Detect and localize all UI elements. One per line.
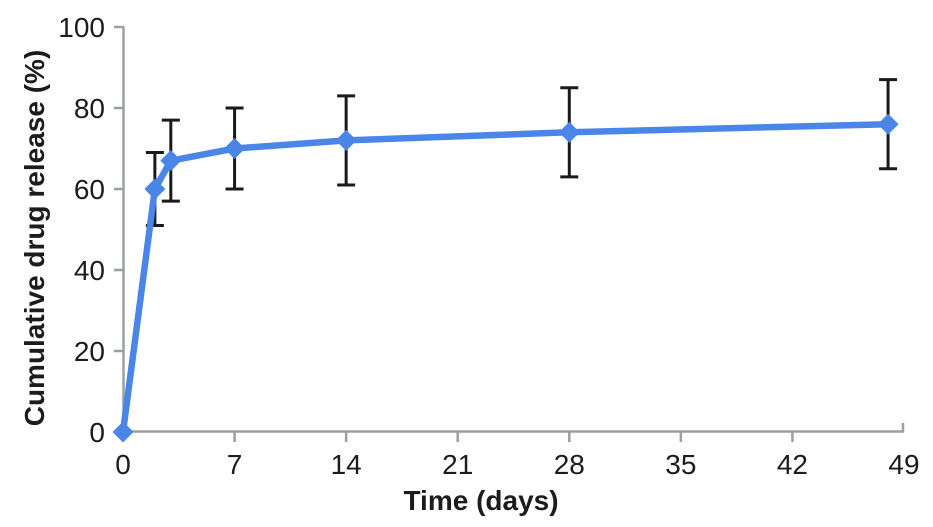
y-tick-label: 0 (89, 417, 105, 448)
x-tick-label: 7 (227, 449, 243, 480)
x-tick-label: 49 (888, 449, 919, 480)
point-marker (160, 150, 182, 172)
x-tick-label: 14 (331, 449, 362, 480)
y-tick-label: 40 (74, 255, 105, 286)
x-tick-label: 28 (554, 449, 585, 480)
y-tick-label: 20 (74, 336, 105, 367)
error-bars (145, 78, 898, 227)
y-tick-label: 80 (74, 93, 105, 124)
point-marker (877, 113, 899, 135)
axes (114, 25, 905, 442)
series-drug-release (112, 113, 899, 443)
x-tick-label: 21 (442, 449, 473, 480)
y-tick-label: 100 (58, 12, 105, 43)
point-marker (335, 129, 357, 151)
x-axis-title: Time (days) (403, 485, 558, 516)
y-axis-title: Cumulative drug release (%) (19, 50, 50, 427)
x-tick-label: 35 (665, 449, 696, 480)
x-tick-label: 0 (115, 449, 131, 480)
x-tick-label: 42 (777, 449, 808, 480)
point-marker (144, 178, 166, 200)
point-marker (112, 421, 134, 443)
y-tick-label: 60 (74, 174, 105, 205)
point-marker (224, 138, 246, 159)
tick-labels: 0 20 40 60 80 100 0 7 14 21 28 35 42 49 (58, 12, 919, 480)
series-line (119, 120, 892, 436)
point-marker (558, 121, 580, 143)
